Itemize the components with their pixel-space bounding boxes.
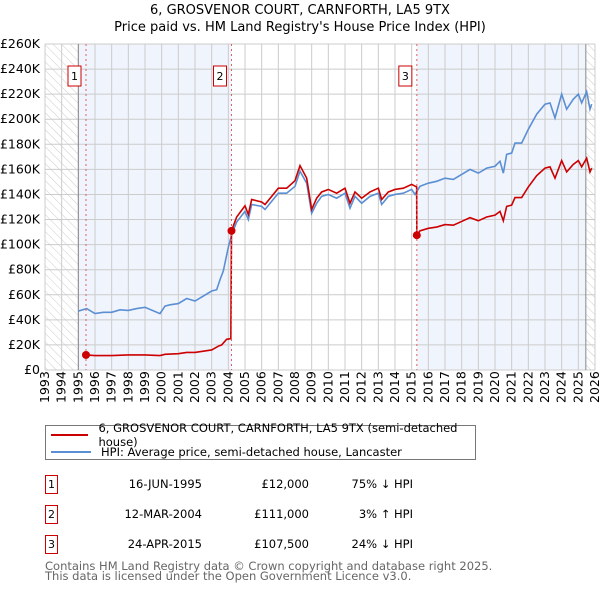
legend-label: 6, GROSVENOR COURT, CARNFORTH, LA5 9TX (… (98, 421, 458, 449)
x-tick-label: 2024 (554, 371, 569, 403)
transaction-hpi-diff: 24% ↓ HPI (351, 537, 413, 551)
x-tick-label: 1998 (120, 371, 135, 403)
legend-item-hpi: HPI: Average price, semi-detached house,… (51, 444, 402, 460)
x-tick-label: 2020 (487, 371, 502, 403)
transaction-date: 16-JUN-1995 (128, 477, 202, 491)
sale-point[interactable] (227, 226, 236, 235)
hpi-series-line (78, 88, 593, 315)
y-tick-label: £180K (0, 136, 41, 151)
sale-label-box (213, 65, 227, 87)
sale-point[interactable] (82, 350, 90, 359)
x-tick-label: 2006 (254, 371, 269, 403)
y-tick-label: £120K (0, 212, 41, 227)
y-tick-label: £20K (8, 337, 41, 352)
chart-subtitle: Price paid vs. HM Land Registry's House … (114, 20, 486, 35)
x-tick-label: 2011 (337, 371, 352, 403)
x-tick-label: 2007 (270, 371, 285, 403)
x-tick-label: 2008 (287, 371, 302, 403)
x-tick-label: 2026 (587, 371, 600, 403)
transaction-row: 1 16-JUN-1995 £12,000 75% ↓ HPI (45, 475, 413, 495)
x-tick-label: 1993 (37, 371, 52, 403)
x-tick-label: 2012 (354, 371, 369, 403)
x-tick-label: 2000 (154, 371, 169, 403)
sale-label-box (398, 65, 413, 87)
sale-label-box (67, 65, 82, 87)
legend-swatch-red (51, 434, 89, 436)
x-tick-label: 2025 (570, 371, 585, 403)
transaction-row: 2 12-MAR-2004 £111,000 3% ↑ HPI (45, 505, 413, 525)
legend-swatch-blue (51, 451, 91, 453)
x-tick-label: 2018 (454, 371, 469, 403)
transaction-number: 3 (45, 535, 58, 554)
transaction-number: 1 (45, 475, 58, 494)
transaction-number: 2 (45, 505, 58, 524)
x-tick-label: 2019 (470, 371, 485, 403)
transaction-date: 24-APR-2015 (127, 537, 202, 551)
y-tick-label: £0 (24, 362, 40, 377)
x-tick-label: 1997 (104, 371, 119, 403)
x-tick-label: 2021 (504, 371, 519, 403)
x-tick-label: 1994 (54, 371, 69, 403)
x-tick-label: 2004 (220, 371, 235, 403)
x-tick-label: 2016 (420, 371, 435, 403)
x-tick-label: 2003 (204, 371, 219, 403)
y-tick-label: £80K (8, 262, 41, 277)
transaction-date: 12-MAR-2004 (124, 507, 202, 521)
property-series-line (85, 155, 593, 357)
y-tick-label: £240K (0, 61, 41, 76)
y-tick-label: £160K (0, 161, 41, 176)
transaction-hpi-diff: 3% ↑ HPI (358, 507, 413, 521)
x-tick-label: 2001 (170, 371, 185, 403)
x-tick-label: 2023 (537, 371, 552, 403)
sale-label: 1 (71, 70, 78, 83)
y-tick-label: £220K (0, 86, 41, 101)
y-tick-label: £40K (8, 312, 41, 327)
y-tick-label: £140K (0, 186, 41, 201)
transaction-price: £107,500 (254, 537, 309, 551)
x-tick-label: 1996 (87, 371, 102, 403)
y-tick-label: £60K (8, 287, 41, 302)
transaction-hpi-diff: 75% ↓ HPI (351, 477, 413, 491)
x-tick-label: 2002 (187, 371, 202, 403)
legend: 6, GROSVENOR COURT, CARNFORTH, LA5 9TX (… (45, 421, 476, 460)
transaction-price: £12,000 (261, 477, 309, 491)
shaded-period (416, 44, 586, 370)
x-tick-label: 2014 (387, 371, 402, 403)
transaction-price: £111,000 (254, 507, 309, 521)
footer-licence: This data is licensed under the Open Gov… (45, 569, 412, 583)
y-tick-label: £260K (0, 36, 41, 51)
x-tick-label: 2009 (304, 371, 319, 403)
x-tick-label: 2022 (520, 371, 535, 403)
x-tick-label: 2015 (404, 371, 419, 403)
price-chart: £0 £20K £40K £60K £80K £100K £120K £140K £160K £1… (0, 36, 600, 403)
x-tick-label: 2005 (237, 371, 252, 403)
y-tick-label: £100K (0, 237, 41, 252)
x-tick-label: 2010 (320, 371, 335, 403)
x-tick-label: 1999 (137, 371, 152, 403)
x-tick-label: 1995 (70, 371, 85, 403)
sale-label: 3 (402, 70, 409, 83)
shaded-period (78, 44, 232, 370)
legend-item-property: 6, GROSVENOR COURT, CARNFORTH, LA5 9TX (… (51, 421, 475, 449)
x-tick-label: 2017 (437, 371, 452, 403)
footer-copyright: Contains HM Land Registry data © Crown c… (45, 559, 493, 573)
y-tick-label: £200K (0, 111, 41, 126)
transaction-row: 3 24-APR-2015 £107,500 24% ↓ HPI (45, 535, 413, 555)
sale-label: 2 (217, 70, 224, 83)
chart-title: 6, GROSVENOR COURT, CARNFORTH, LA5 9TX (150, 3, 450, 18)
legend-label: HPI: Average price, semi-detached house,… (101, 445, 402, 459)
sale-point[interactable] (412, 231, 421, 240)
hatched-period (585, 44, 595, 370)
x-tick-label: 2013 (370, 371, 385, 403)
